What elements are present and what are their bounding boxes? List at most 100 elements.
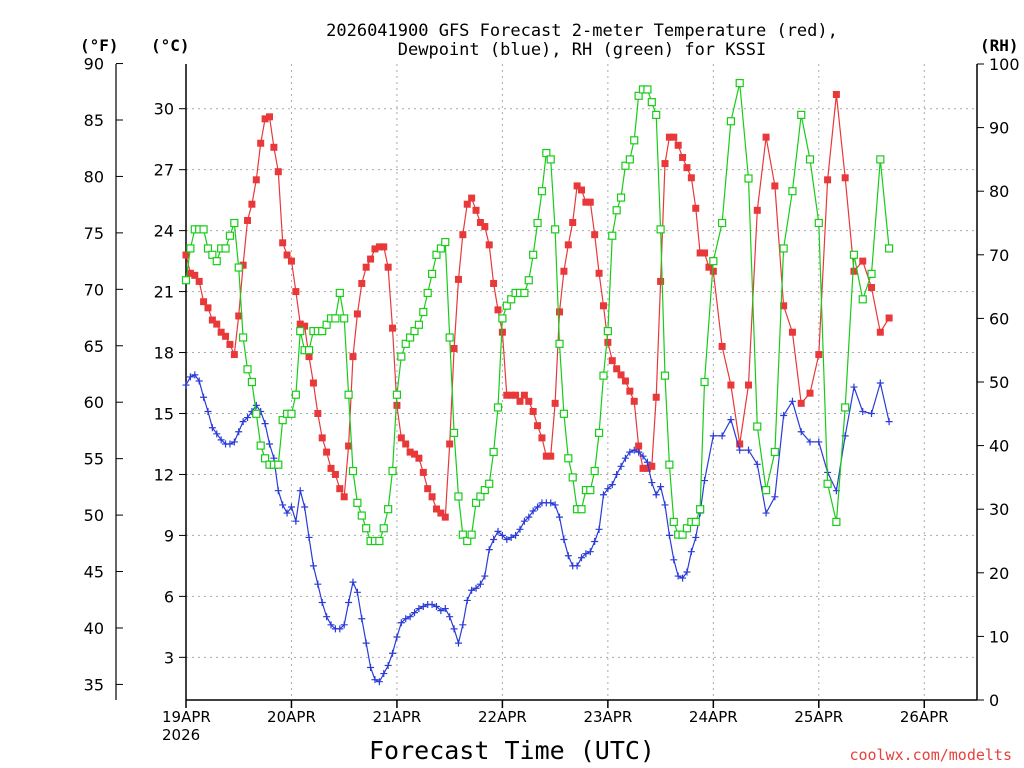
temperature-point <box>195 277 203 285</box>
temperature-point <box>428 493 436 501</box>
dewpoint-point <box>525 513 533 521</box>
temperature-point <box>424 485 432 493</box>
fahrenheit-tick-label: 40 <box>84 619 104 638</box>
temperature-point <box>687 174 695 182</box>
rh-point <box>379 524 388 533</box>
dewpoint-point <box>876 379 884 387</box>
dewpoint-point <box>468 586 476 594</box>
dewpoint-point <box>200 393 208 401</box>
rh-point <box>384 505 393 514</box>
temperature-point <box>327 464 335 472</box>
temperature-point <box>516 397 524 405</box>
rh-point <box>718 218 727 228</box>
rh-point <box>181 276 191 285</box>
rh-point <box>414 320 424 329</box>
dewpoint-point <box>402 615 410 623</box>
rh-point <box>234 263 243 272</box>
temperature-point <box>621 377 629 385</box>
dewpoint-point <box>380 670 388 678</box>
rh-point <box>221 244 230 253</box>
dewpoint-point <box>859 407 867 415</box>
rh-point <box>256 441 265 450</box>
rh-point <box>564 454 573 463</box>
celsius-tick-label: 27 <box>154 161 174 180</box>
fahrenheit-tick-label: 85 <box>84 111 104 130</box>
dewpoint-point <box>239 418 247 426</box>
dewpoint-point <box>648 479 656 487</box>
x-tick-label: 20APR <box>267 708 316 726</box>
temperature-point <box>283 251 291 259</box>
rh-point <box>599 371 608 380</box>
rh-point <box>247 377 257 387</box>
temperature-point <box>534 422 542 430</box>
dewpoint-point <box>762 509 770 517</box>
rh-point <box>559 409 569 418</box>
dewpoint-point <box>283 509 291 517</box>
dewpoint-point <box>323 613 331 621</box>
rh-point <box>876 155 885 164</box>
rh-point <box>489 447 498 457</box>
temperature-point <box>815 351 823 359</box>
temperature-point <box>542 452 550 460</box>
dewpoint-point <box>384 661 392 669</box>
rh-point <box>529 250 538 259</box>
rh-point <box>454 492 463 501</box>
temperature-point <box>362 263 370 271</box>
rh-point <box>634 91 643 100</box>
temperature-point <box>279 239 287 247</box>
temperature-point <box>406 448 414 456</box>
rh-point <box>357 511 366 520</box>
rh-point <box>340 314 349 323</box>
dewpoint-point <box>670 556 678 564</box>
fahrenheit-tick-label: 90 <box>84 55 104 74</box>
temperature-point <box>665 133 673 141</box>
dewpoint-point <box>367 663 375 671</box>
rh-point <box>291 390 300 399</box>
rh-point <box>753 422 762 431</box>
temperature-point <box>204 304 212 312</box>
dewpoint-point <box>556 513 564 521</box>
temperature-point <box>353 310 361 318</box>
temperature-point <box>696 249 704 257</box>
rh-point <box>344 390 353 399</box>
fahrenheit-tick-label: 75 <box>84 224 104 243</box>
dewpoint-point <box>397 619 405 627</box>
dewpoint-point <box>235 428 243 436</box>
temperature-point <box>841 174 849 182</box>
temperature-point <box>490 279 498 287</box>
rh-point <box>397 352 406 361</box>
temperature-point <box>252 176 260 184</box>
dewpoint-point <box>265 440 273 448</box>
dewpoint-point <box>635 448 643 456</box>
temperature-point <box>591 231 599 239</box>
temperature-point <box>718 342 726 350</box>
temperature-point <box>657 277 665 285</box>
chart-title-line2: Dewpoint (blue), RH (green) for KSSI <box>398 40 766 60</box>
temperature-point <box>309 379 317 387</box>
temperature-point <box>402 440 410 448</box>
temperature-point <box>384 263 392 271</box>
dewpoint-point <box>617 462 625 470</box>
dewpoint-point <box>586 548 594 556</box>
temperature-point <box>788 328 796 336</box>
rh-point <box>318 327 327 336</box>
rh-point <box>203 244 213 253</box>
rh-point <box>551 225 560 234</box>
temperature-point <box>441 513 449 521</box>
temperature-point <box>613 365 621 373</box>
dewpoint-point <box>613 470 621 478</box>
dewpoint-point <box>195 377 203 385</box>
rh-point <box>261 454 270 463</box>
dewpoint-point <box>582 550 590 558</box>
dewpoint-point <box>657 483 665 491</box>
temperature-point <box>226 340 234 348</box>
rh-point <box>603 327 612 336</box>
temperature-point <box>301 322 309 330</box>
temperature-point <box>806 389 814 397</box>
dewpoint-point <box>353 588 361 596</box>
temperature-point <box>626 387 634 395</box>
temperature-point <box>679 153 687 161</box>
x-tick-label: 21APR <box>373 708 422 726</box>
fahrenheit-tick-label: 70 <box>84 280 104 299</box>
temperature-point <box>375 243 383 251</box>
